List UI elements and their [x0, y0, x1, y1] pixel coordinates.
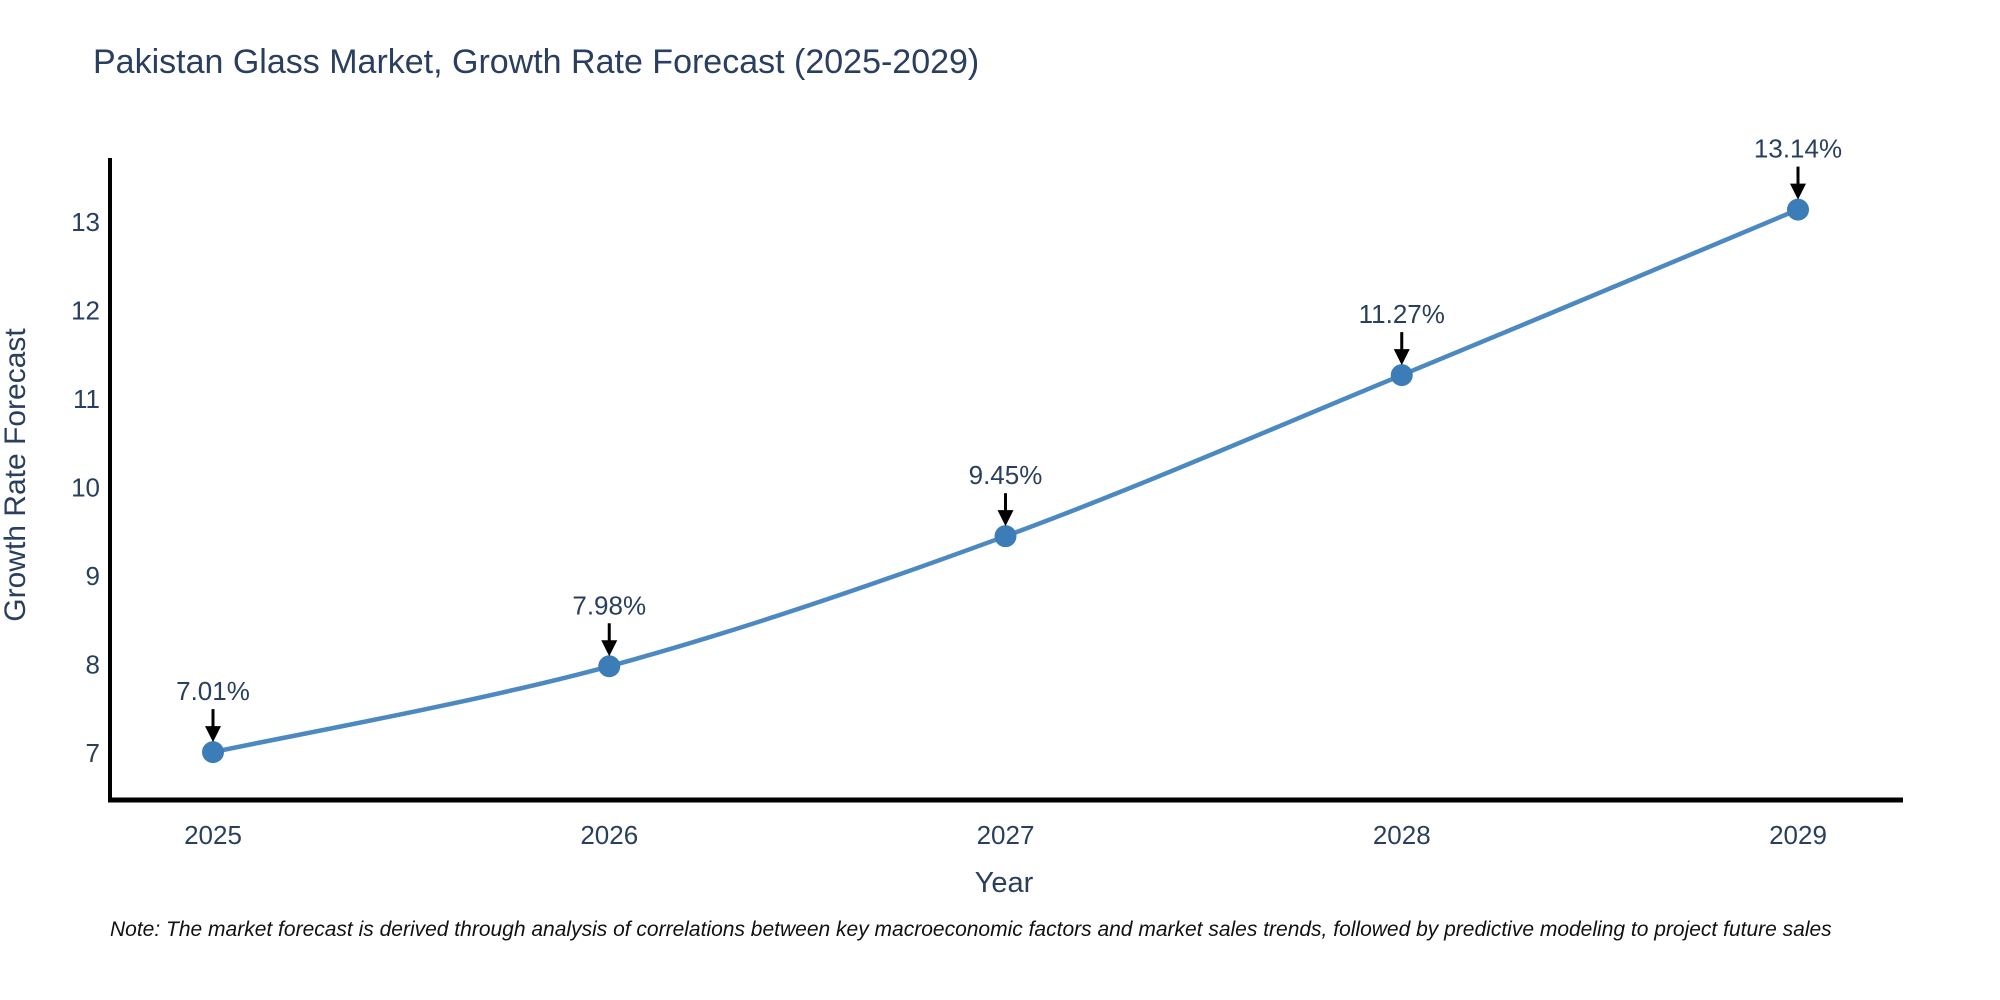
annotation-arrowhead-icon	[205, 726, 221, 743]
data-point-2025	[202, 741, 224, 764]
x-tick-label: 2025	[184, 820, 242, 850]
y-tick-label: 9	[86, 561, 100, 591]
data-point-2028	[1390, 364, 1413, 387]
x-tick-label: 2026	[580, 820, 638, 850]
y-tick-label: 13	[71, 207, 100, 237]
chart-title: Pakistan Glass Market, Growth Rate Forec…	[93, 43, 980, 81]
line-series	[202, 198, 1809, 764]
point-label: 11.27%	[1359, 299, 1445, 329]
point-label: 9.45%	[969, 460, 1043, 490]
annotation-arrowhead-icon	[601, 640, 618, 657]
y-tick-label: 11	[73, 384, 100, 414]
point-label: 7.98%	[572, 590, 646, 620]
annotation-arrowhead-icon	[1393, 349, 1410, 366]
x-tick-label: 2027	[977, 820, 1035, 850]
footnote: Note: The market forecast is derived thr…	[110, 918, 1832, 941]
y-tick-label: 7	[86, 738, 100, 768]
annotation-arrowhead-icon	[997, 510, 1014, 527]
x-axis-title: Year	[975, 867, 1034, 899]
data-point-2027	[994, 525, 1017, 548]
tick-layer: 7 8 9 10 11 12 13 2025 2026 2027 2028 2029	[71, 207, 1827, 850]
y-axis-title: Growth Rate Forecast	[0, 328, 32, 622]
y-tick-label: 12	[71, 296, 100, 326]
x-tick-label: 2028	[1373, 820, 1431, 850]
point-label: 13.14%	[1754, 134, 1842, 164]
axes-layer	[108, 158, 1903, 803]
y-tick-label: 8	[86, 650, 100, 680]
annotations-layer: 7.01% 7.98% 9.45% 11.27% 13.14%	[176, 134, 1842, 743]
data-point-2029	[1787, 198, 1809, 221]
data-point-2026	[598, 655, 621, 678]
y-tick-label: 10	[71, 473, 100, 503]
point-label: 7.01%	[176, 676, 250, 706]
x-tick-label: 2029	[1769, 820, 1827, 850]
annotation-arrowhead-icon	[1790, 183, 1806, 200]
